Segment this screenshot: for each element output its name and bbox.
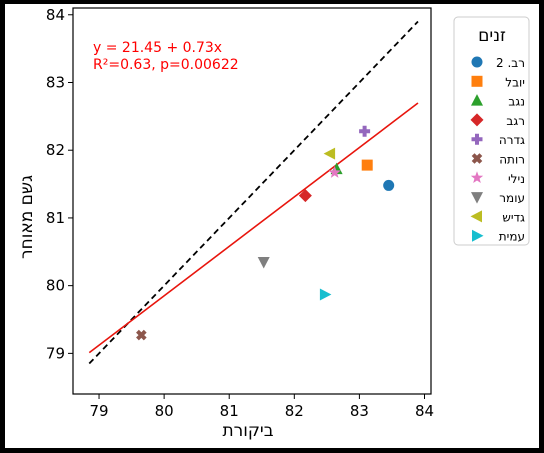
legend-label: נילי	[508, 172, 525, 186]
scatter-chart: 79 80 81 82 83 84 79 80 81 82 83 84 y = 21.45 + 0.7…	[17, 6, 530, 441]
legend-label: גדרה	[499, 133, 525, 147]
x-tick-label: 79	[89, 402, 108, 420]
data-point	[257, 256, 270, 269]
data-point	[383, 179, 395, 191]
legend-marker	[470, 113, 484, 127]
points-layer	[136, 125, 395, 341]
regression-line	[88, 102, 419, 354]
ticks-layer: 79 80 81 82 83 84 79 80 81 82 83 84	[46, 6, 434, 420]
regression-equation: y = 21.45 + 0.73x	[93, 40, 222, 56]
y-tick-label: 84	[46, 6, 65, 24]
identity-line	[88, 20, 419, 365]
regression-stats: R²=0.63, p=0.00622	[93, 57, 239, 73]
legend-label: רגב	[506, 114, 525, 128]
legend-marker	[471, 153, 483, 164]
legend-label: רותה	[499, 153, 525, 167]
legend-marker	[471, 133, 483, 145]
plot-frame	[72, 7, 432, 395]
legend-marker	[470, 210, 482, 223]
legend-label: עומר	[499, 191, 525, 205]
data-point-shape	[136, 329, 147, 341]
legend-marker	[470, 171, 484, 184]
legend-label: יובל	[505, 75, 525, 89]
legend: זנים רב. 2 יובל נגב רגב גדרה רותה נילי עומר גדיש…	[453, 16, 530, 246]
legend-label: רב. 2	[496, 56, 525, 70]
legend-marker	[471, 75, 483, 87]
chart-figure: 79 80 81 82 83 84 79 80 81 82 83 84 y = 21.45 + 0.7…	[5, 4, 539, 448]
legend-marker-shape	[471, 153, 483, 164]
legend-marker	[471, 192, 483, 204]
x-tick-label: 81	[220, 402, 239, 420]
legend-label: גדיש	[502, 210, 525, 224]
y-axis-label: גשם מאוחר	[17, 175, 37, 259]
y-tick-label: 82	[46, 141, 65, 159]
x-tick-label: 82	[285, 402, 304, 420]
legend-title: זנים	[478, 26, 506, 46]
y-tick-label: 80	[46, 277, 65, 295]
legend-box	[453, 16, 530, 246]
data-point	[298, 189, 312, 203]
x-axis-label: ביקורת	[222, 421, 273, 441]
legend-label: נגב	[508, 95, 525, 109]
data-point	[328, 166, 341, 178]
y-tick-label: 83	[46, 73, 65, 91]
x-tick-label: 84	[415, 402, 434, 420]
lines-layer	[88, 20, 419, 365]
data-point	[136, 329, 147, 341]
legend-items: רב. 2 יובל נגב רגב גדרה רותה נילי עומר גדיש עמית	[470, 56, 525, 244]
data-point	[323, 147, 336, 160]
legend-label: עמית	[499, 230, 525, 244]
legend-marker	[471, 56, 483, 68]
y-tick-label: 81	[46, 209, 65, 227]
legend-marker	[472, 229, 484, 242]
x-tick-label: 80	[155, 402, 174, 420]
data-point	[361, 159, 373, 171]
data-point	[359, 125, 371, 137]
y-tick-label: 79	[46, 344, 65, 362]
x-tick-label: 83	[350, 402, 369, 420]
data-point	[319, 288, 332, 301]
legend-marker	[471, 94, 483, 106]
